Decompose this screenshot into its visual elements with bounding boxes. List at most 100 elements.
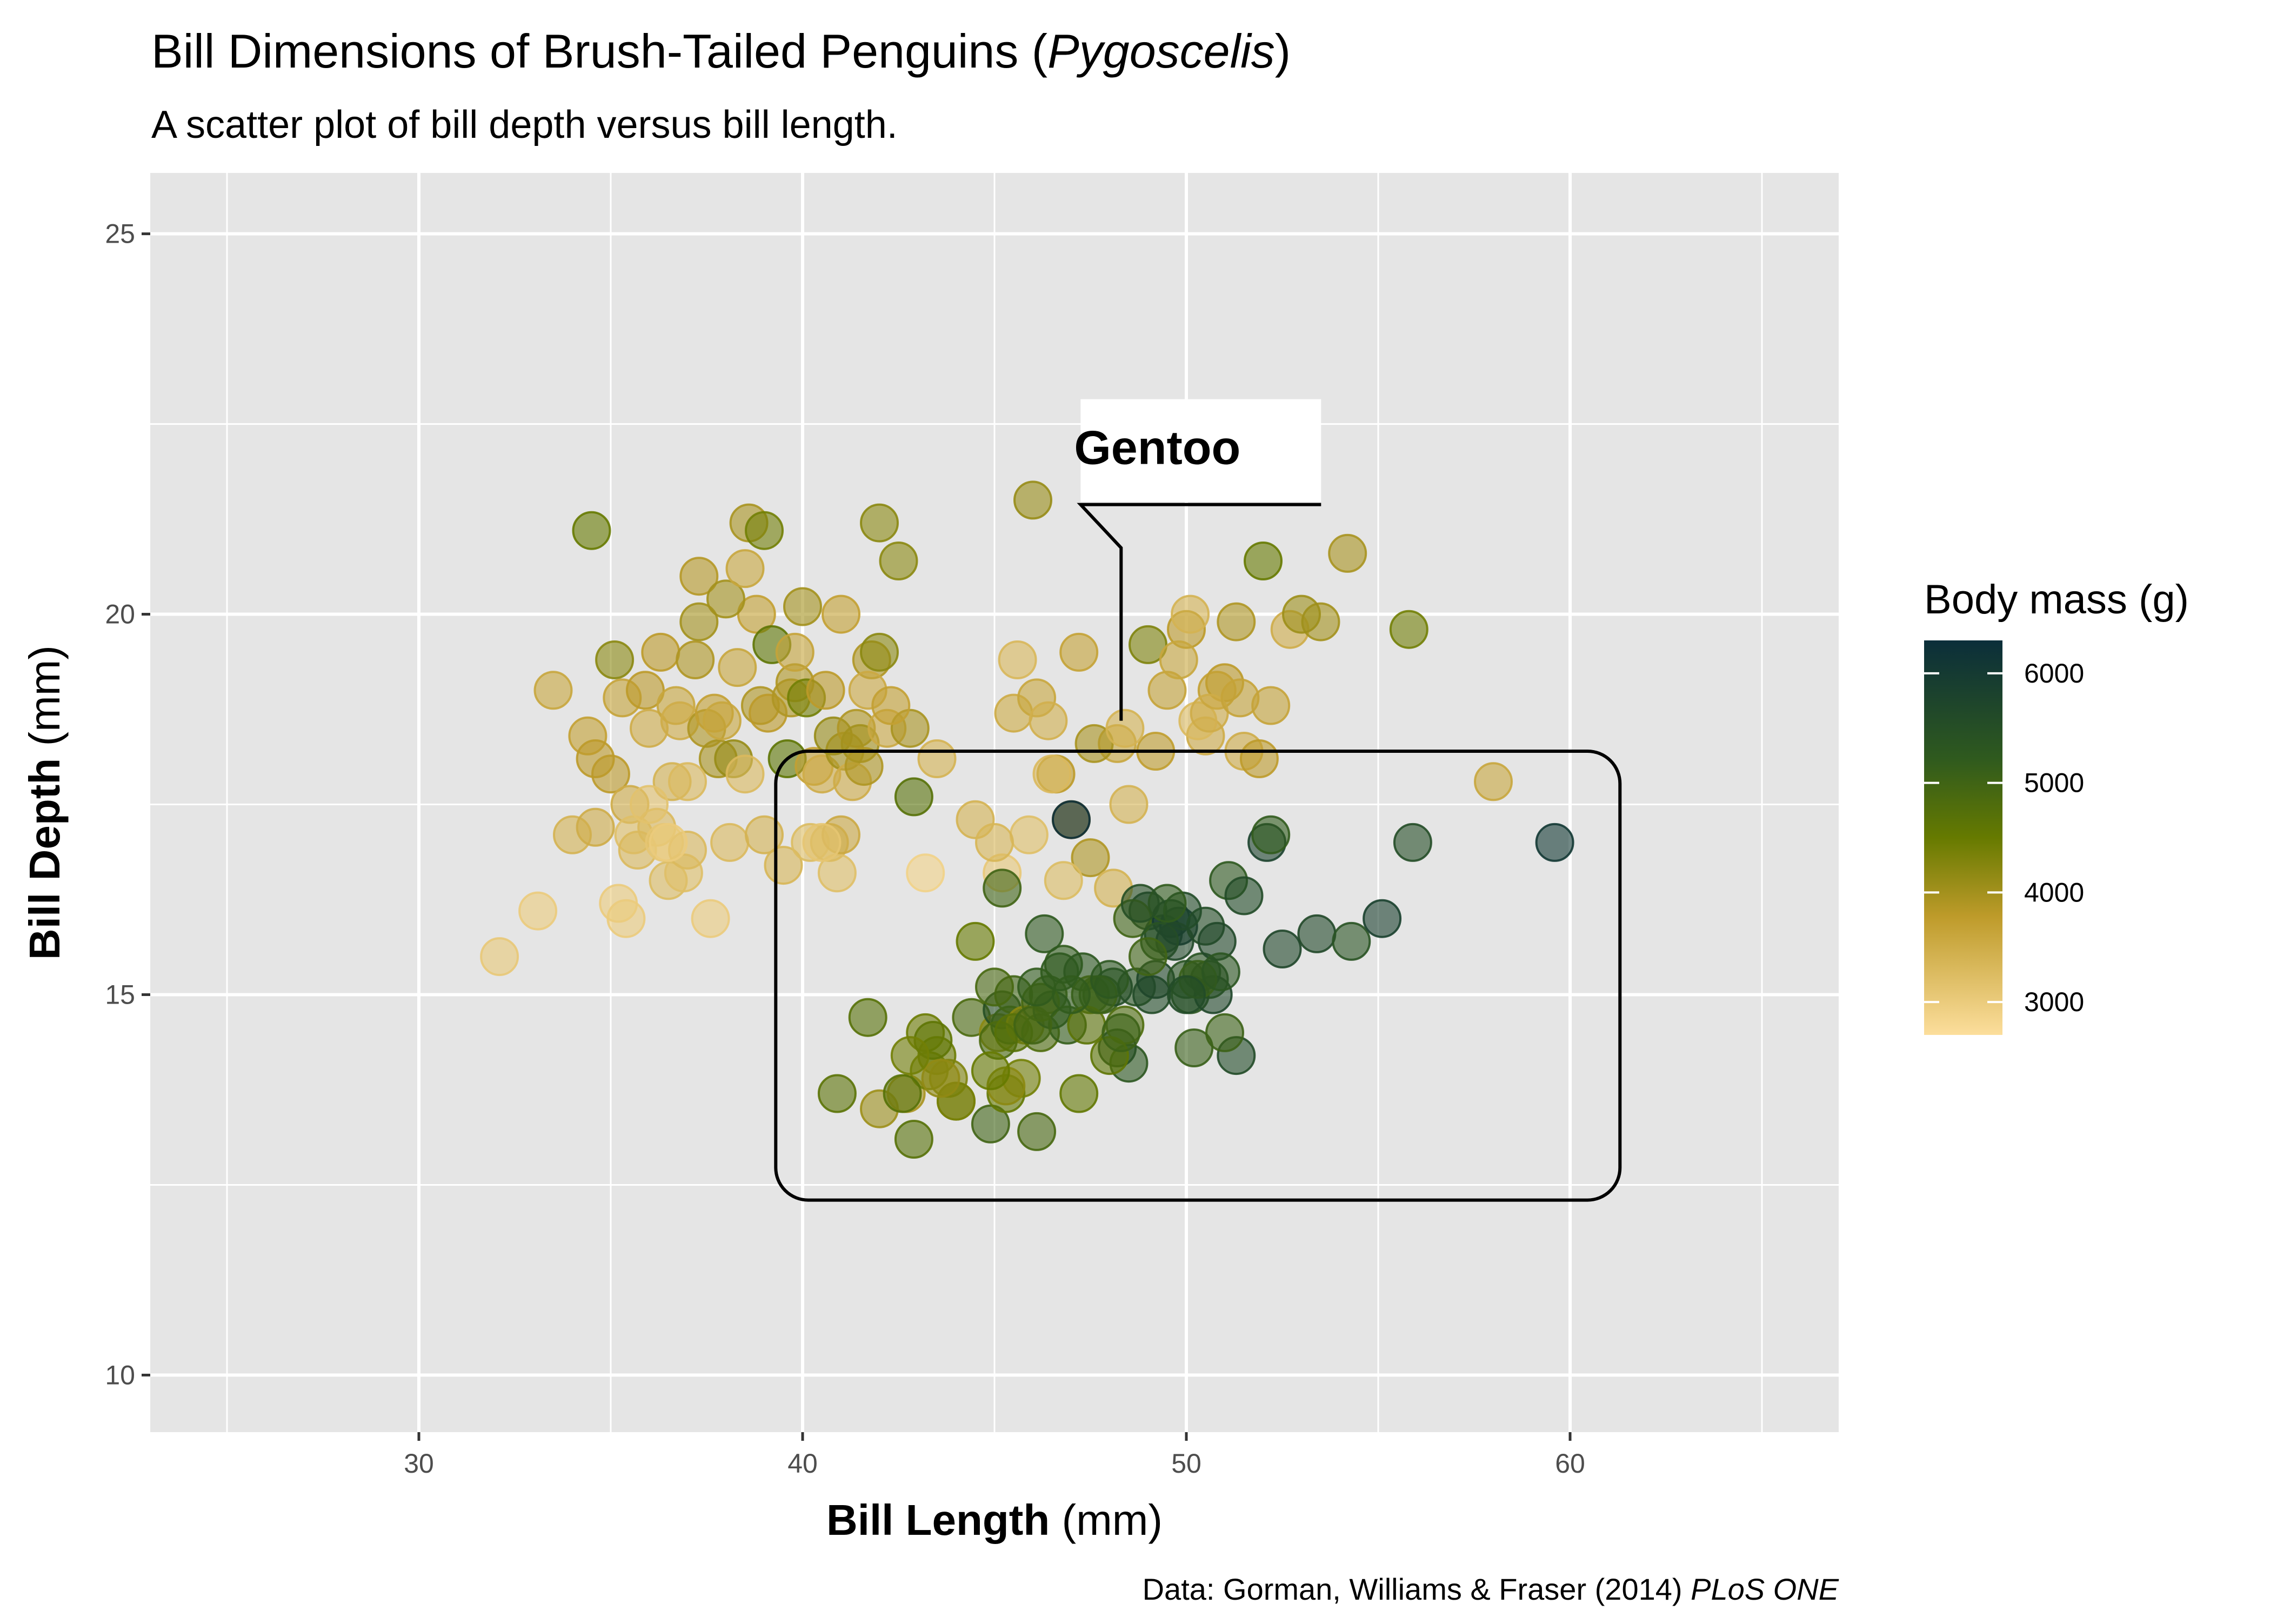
- data-point: [1251, 815, 1291, 854]
- y-tick-label: 10: [105, 1360, 135, 1390]
- y-tick-label: 25: [105, 219, 135, 249]
- data-point: [860, 503, 899, 543]
- data-point: [817, 853, 857, 893]
- data-point: [1535, 823, 1574, 862]
- data-point: [1013, 480, 1052, 520]
- caption: Data: Gorman, Williams & Fraser (2014) P…: [1143, 1572, 1839, 1606]
- data-point: [518, 891, 558, 931]
- data-point: [679, 602, 719, 641]
- legend-title: Body mass (g): [1924, 577, 2189, 623]
- data-point: [971, 1051, 1010, 1091]
- y-tick-label: 15: [105, 979, 135, 1010]
- data-point: [890, 1036, 930, 1075]
- chart-title: Bill Dimensions of Brush-Tailed Penguins…: [151, 24, 1291, 78]
- gentoo-highlight-box: [774, 749, 1622, 1202]
- data-point: [1167, 975, 1206, 1014]
- data-point: [983, 868, 1022, 908]
- x-axis: 30 40 50 60: [404, 1432, 1585, 1479]
- legend-tick-label: 3000: [2024, 987, 2084, 1017]
- data-point: [1297, 914, 1337, 953]
- data-point: [1071, 838, 1110, 878]
- data-point: [879, 542, 918, 580]
- data-point: [576, 807, 615, 847]
- data-point: [998, 640, 1037, 679]
- data-point: [1244, 542, 1283, 580]
- data-points: [480, 480, 1574, 1159]
- data-point: [956, 921, 995, 961]
- legend: Body mass (g) 3000 4000 5000 6000: [1924, 577, 2189, 1035]
- data-point: [625, 671, 665, 710]
- data-point: [691, 899, 730, 938]
- chart-subtitle: A scatter plot of bill depth versus bill…: [151, 103, 898, 146]
- data-point: [775, 632, 814, 672]
- data-point: [1052, 975, 1091, 1014]
- data-point: [679, 557, 719, 596]
- data-point: [649, 823, 688, 862]
- data-point: [745, 511, 784, 550]
- data-point: [871, 686, 911, 725]
- data-point: [702, 701, 742, 740]
- data-point: [745, 815, 784, 854]
- callout-label: Gentoo: [1074, 421, 1240, 474]
- data-point: [1263, 930, 1302, 968]
- data-point: [1009, 815, 1049, 854]
- data-point: [1052, 800, 1091, 839]
- data-point: [676, 640, 715, 679]
- data-point: [595, 640, 635, 679]
- data-point: [1332, 921, 1371, 961]
- x-tick-label: 50: [1171, 1448, 1201, 1479]
- data-point: [1201, 952, 1240, 992]
- data-point: [480, 937, 519, 977]
- data-point: [848, 998, 887, 1037]
- data-point: [894, 1120, 933, 1159]
- data-point: [737, 594, 776, 634]
- callout-line: [1077, 503, 1321, 721]
- data-point: [641, 632, 680, 672]
- data-point: [1129, 625, 1167, 664]
- data-point: [630, 785, 669, 824]
- data-point: [725, 549, 765, 589]
- data-point: [1282, 594, 1321, 634]
- data-point: [921, 1059, 960, 1098]
- data-point: [1029, 701, 1068, 740]
- data-point: [725, 754, 765, 794]
- data-point: [1090, 960, 1129, 999]
- data-point: [572, 511, 611, 550]
- data-point: [917, 739, 957, 778]
- legend-colorbar: [1924, 640, 2002, 1035]
- data-point: [1190, 693, 1229, 733]
- data-point: [817, 1074, 857, 1113]
- data-point: [1017, 1112, 1057, 1151]
- legend-tick-label: 5000: [2024, 768, 2084, 798]
- data-point: [1171, 594, 1210, 634]
- data-point: [1217, 602, 1256, 641]
- x-tick-label: 40: [787, 1448, 818, 1479]
- data-point: [1032, 754, 1072, 794]
- data-point: [1109, 785, 1149, 824]
- data-point: [668, 762, 707, 801]
- legend-tick-label: 4000: [2024, 877, 2084, 907]
- data-point: [802, 823, 842, 862]
- data-point: [975, 823, 1014, 862]
- legend-tick-label: 6000: [2024, 658, 2084, 689]
- data-point: [718, 648, 757, 687]
- data-point: [806, 671, 845, 710]
- data-point: [1174, 1028, 1214, 1067]
- x-tick-label: 30: [404, 1448, 434, 1479]
- data-point: [971, 1104, 1010, 1144]
- data-point: [975, 967, 1014, 1007]
- data-point: [1363, 899, 1402, 938]
- x-axis-label: Bill Length (mm): [826, 1496, 1163, 1544]
- data-point: [1328, 533, 1367, 573]
- data-point: [1025, 914, 1064, 953]
- data-point: [906, 853, 945, 893]
- y-axis: 10 15 20 25: [105, 219, 150, 1390]
- data-point: [1013, 1005, 1052, 1045]
- y-tick-label: 20: [105, 599, 135, 630]
- data-point: [860, 632, 899, 672]
- data-point: [883, 1074, 922, 1113]
- data-point: [1205, 1013, 1244, 1052]
- data-point: [706, 579, 745, 619]
- data-point: [1239, 739, 1279, 778]
